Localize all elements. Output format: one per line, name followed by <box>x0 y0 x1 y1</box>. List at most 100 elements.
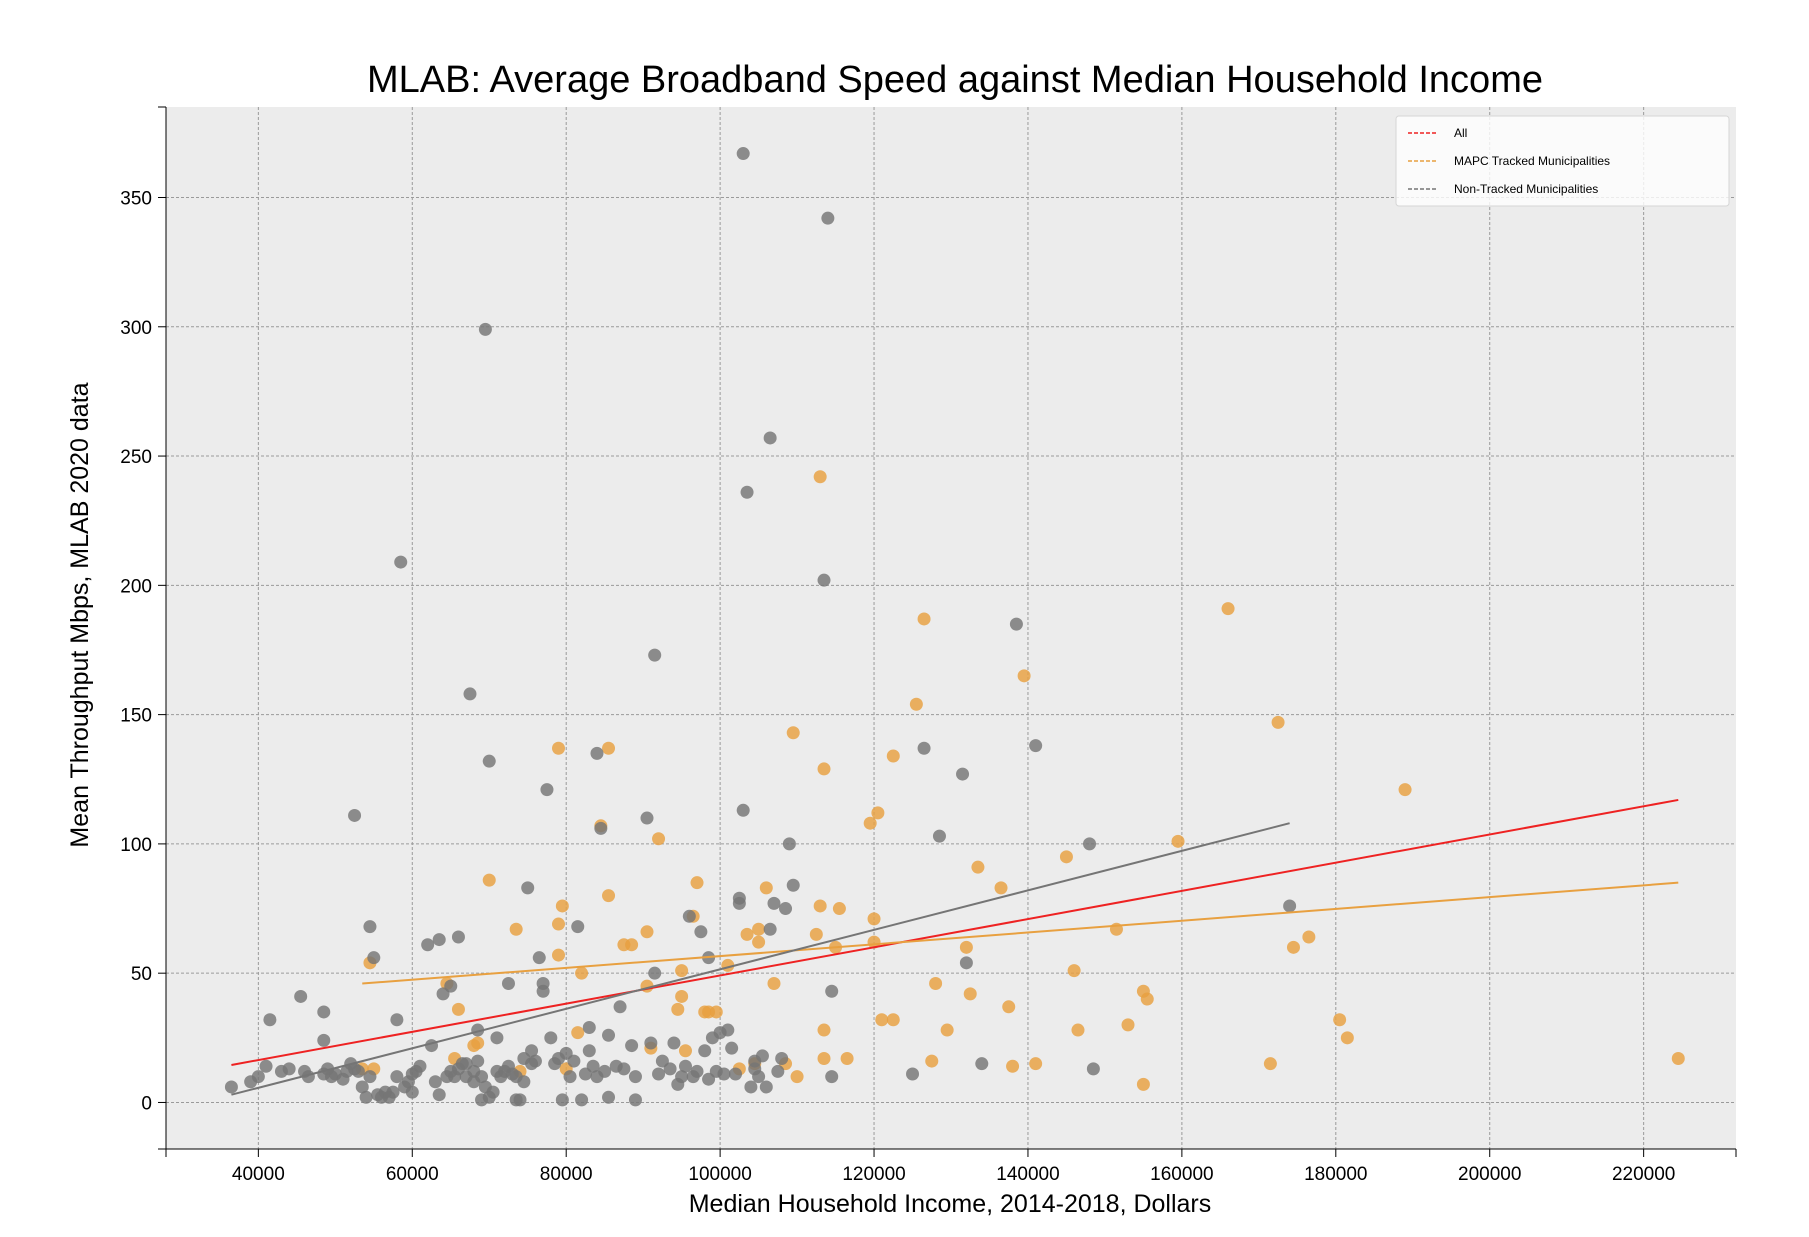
y-tick-label: 250 <box>120 447 152 468</box>
data-point <box>513 1093 527 1107</box>
data-point <box>598 1064 612 1078</box>
data-point <box>486 1085 500 1099</box>
y-tick-label: 350 <box>120 188 152 209</box>
plot-background <box>166 107 1736 1149</box>
data-point <box>652 1067 666 1081</box>
data-point <box>451 930 465 944</box>
data-point <box>386 1085 400 1099</box>
data-point <box>863 816 877 830</box>
data-point <box>1140 992 1154 1006</box>
data-point <box>932 829 946 843</box>
scatter-points <box>224 147 1685 1107</box>
y-tick-label: 100 <box>120 835 152 856</box>
data-point <box>602 1028 616 1042</box>
data-point <box>501 977 515 991</box>
data-point <box>736 147 750 161</box>
x-tick-label: 80000 <box>540 1164 593 1185</box>
data-point <box>752 935 766 949</box>
data-point <box>552 948 565 962</box>
x-tick-label: 160000 <box>1150 1164 1213 1185</box>
data-point <box>317 1005 331 1019</box>
data-point <box>602 889 616 903</box>
data-point <box>1121 1018 1135 1032</box>
data-point <box>875 1013 889 1027</box>
data-point <box>759 1080 773 1094</box>
data-point <box>432 1088 446 1102</box>
y-tick-label: 200 <box>120 576 152 597</box>
data-point <box>1029 1057 1043 1071</box>
legend: All MAPC Tracked Municipalities Non-Tracke… <box>1395 115 1730 207</box>
data-point <box>251 1070 265 1084</box>
data-point <box>575 1093 589 1107</box>
data-point <box>413 1059 427 1073</box>
data-point <box>740 485 754 499</box>
data-point <box>478 322 492 336</box>
data-point <box>917 612 931 626</box>
axes: 40000 60000 80000 100000 120000 140000 160000 1… <box>120 106 1737 1185</box>
data-point <box>544 1031 558 1045</box>
data-point <box>648 966 662 980</box>
trend-line <box>362 881 1679 985</box>
data-point <box>451 1002 465 1016</box>
data-point <box>675 989 689 1003</box>
data-point <box>886 1013 900 1027</box>
data-point <box>355 1080 369 1094</box>
data-point <box>975 1057 989 1071</box>
data-point <box>625 1039 639 1053</box>
data-point <box>752 922 766 936</box>
data-point <box>925 1054 939 1068</box>
x-tick-label: 120000 <box>842 1164 905 1185</box>
x-tick-label: 100000 <box>688 1164 751 1185</box>
data-point <box>698 1044 712 1058</box>
data-point <box>563 1070 577 1084</box>
data-point <box>521 881 535 895</box>
data-point <box>690 876 704 890</box>
data-point <box>721 1023 735 1037</box>
data-point <box>971 860 985 874</box>
trend-line <box>231 822 1290 1096</box>
data-point <box>582 1020 596 1034</box>
data-point <box>740 927 754 941</box>
data-point <box>586 1059 600 1073</box>
data-point <box>755 1049 769 1063</box>
x-tick-label: 140000 <box>996 1164 1059 1185</box>
data-point <box>956 767 970 781</box>
data-point <box>571 1026 585 1040</box>
data-point <box>294 989 308 1003</box>
data-point <box>1002 1000 1016 1014</box>
data-point <box>532 951 546 965</box>
data-point <box>813 470 827 484</box>
data-point <box>594 821 608 835</box>
data-point <box>425 1039 439 1053</box>
data-point <box>867 912 881 926</box>
data-point <box>359 1090 373 1104</box>
data-point <box>817 762 831 776</box>
data-point <box>725 1041 739 1055</box>
data-point <box>1271 715 1285 729</box>
data-point <box>471 1036 485 1050</box>
data-point <box>1029 739 1043 753</box>
data-point <box>394 555 408 569</box>
data-point <box>963 987 977 1001</box>
data-point <box>363 1070 377 1084</box>
data-point <box>528 1054 542 1068</box>
data-point <box>940 1023 954 1037</box>
data-point <box>813 899 827 913</box>
data-point <box>509 922 523 936</box>
data-point <box>405 1085 419 1099</box>
data-point <box>1340 1031 1354 1045</box>
data-point <box>444 979 458 993</box>
data-point <box>644 1036 658 1050</box>
y-axis-label: Mean Throughput Mbps, MLAB 2020 data <box>66 382 94 847</box>
legend-label: MAPC Tracked Municipalities <box>1454 154 1610 168</box>
data-point <box>994 881 1008 895</box>
data-point <box>767 896 781 910</box>
data-point <box>1671 1052 1685 1066</box>
data-point <box>1398 783 1412 797</box>
data-point <box>809 927 823 941</box>
data-point <box>917 741 931 755</box>
y-tick-label: 50 <box>131 964 152 985</box>
data-point <box>1071 1023 1085 1037</box>
data-point <box>675 1070 689 1084</box>
data-point <box>555 1093 569 1107</box>
